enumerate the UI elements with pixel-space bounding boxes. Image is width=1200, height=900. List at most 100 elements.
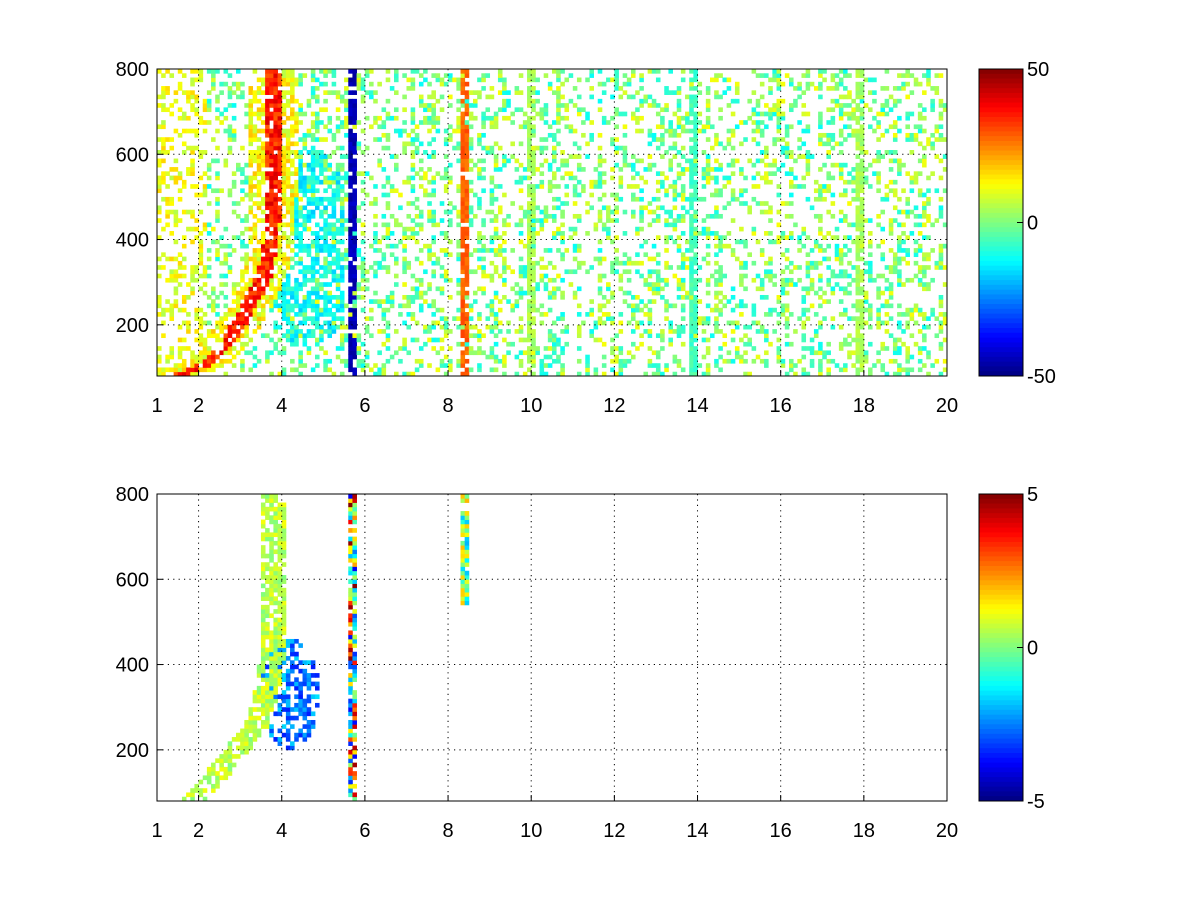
- heatmap-cell: [456, 239, 461, 245]
- heatmap-cell: [464, 341, 470, 347]
- heatmap-cell: [377, 371, 382, 377]
- heatmap-cell: [905, 371, 910, 377]
- heatmap-cell: [269, 188, 274, 194]
- heatmap-cell: [427, 282, 432, 287]
- heatmap-cell: [252, 213, 258, 219]
- heatmap-cell: [352, 158, 357, 164]
- heatmap-cell: [705, 260, 711, 266]
- heatmap-cell: [260, 316, 266, 321]
- heatmap-cell: [905, 324, 910, 330]
- heatmap-cell: [265, 128, 270, 134]
- heatmap-cell: [564, 158, 570, 164]
- heatmap-cell: [888, 188, 894, 194]
- heatmap-cell: [560, 367, 565, 373]
- heatmap-cell: [356, 350, 362, 356]
- heatmap-cell: [485, 248, 491, 253]
- heatmap-cell: [647, 141, 653, 147]
- heatmap-cell: [310, 77, 316, 83]
- heatmap-cell: [240, 316, 245, 321]
- heatmap-cell: [743, 341, 748, 347]
- heatmap-cell: [356, 81, 362, 87]
- heatmap-cell: [647, 222, 653, 228]
- heatmap-cell: [348, 128, 353, 134]
- heatmap-cell: [813, 86, 819, 91]
- heatmap-cell: [784, 341, 790, 347]
- heatmap-cell: [522, 265, 528, 270]
- heatmap-cell: [739, 312, 744, 317]
- heatmap-cell: [331, 273, 337, 279]
- heatmap-cell: [801, 324, 807, 330]
- heatmap-cell: [435, 115, 441, 121]
- heatmap-cell: [427, 363, 432, 368]
- heatmap-cell: [227, 252, 233, 258]
- heatmap-cell: [518, 337, 524, 343]
- heatmap-cell: [859, 312, 865, 317]
- heatmap-cell: [302, 175, 308, 181]
- heatmap-cell: [456, 128, 461, 134]
- heatmap-cell: [236, 312, 241, 317]
- heatmap-cell: [593, 367, 599, 373]
- heatmap-cell: [161, 252, 166, 258]
- heatmap-cell: [335, 316, 341, 321]
- heatmap-cell: [456, 324, 461, 330]
- heatmap-cell: [323, 294, 328, 300]
- heatmap-cell: [531, 77, 536, 83]
- heatmap-cell: [631, 196, 636, 202]
- heatmap-cell: [285, 81, 291, 87]
- heatmap-cell: [689, 231, 694, 236]
- heatmap-cell: [809, 260, 815, 266]
- heatmap-cell: [552, 213, 557, 219]
- heatmap-cell: [402, 231, 407, 236]
- heatmap-cell: [348, 111, 353, 117]
- heatmap-cell: [169, 111, 175, 117]
- heatmap-cell: [913, 307, 919, 313]
- heatmap-cell: [552, 346, 557, 351]
- heatmap-cell: [776, 239, 782, 245]
- heatmap-cell: [285, 201, 291, 206]
- heatmap-cell: [252, 132, 258, 138]
- heatmap-cell: [863, 350, 869, 356]
- heatmap-cell: [689, 248, 694, 253]
- heatmap-cell: [281, 162, 287, 168]
- heatmap-cell: [269, 154, 274, 159]
- heatmap-cell: [410, 162, 416, 168]
- heatmap-cell: [855, 90, 861, 95]
- heatmap-cell: [518, 205, 524, 211]
- heatmap-cell: [265, 256, 270, 262]
- heatmap-cell: [460, 286, 466, 292]
- heatmap-cell: [859, 303, 865, 309]
- heatmap-cell: [917, 358, 923, 364]
- heatmap-cell: [755, 354, 761, 360]
- heatmap-cell: [830, 77, 836, 83]
- heatmap-cell: [922, 312, 927, 317]
- heatmap-cell: [552, 286, 557, 292]
- heatmap-cell: [693, 98, 698, 104]
- heatmap-cell: [327, 294, 333, 300]
- heatmap-cell: [547, 277, 553, 283]
- heatmap-cell: [855, 277, 861, 283]
- heatmap-cell: [672, 354, 678, 360]
- heatmap-cell: [290, 286, 295, 292]
- heatmap-cell: [414, 171, 420, 176]
- heatmap-cell: [705, 371, 711, 377]
- heatmap-cell: [714, 363, 719, 368]
- heatmap-cell: [855, 184, 861, 189]
- heatmap-cell: [298, 175, 303, 181]
- heatmap-cell: [693, 358, 698, 364]
- heatmap-cell: [385, 201, 391, 206]
- heatmap-cell: [273, 303, 278, 309]
- heatmap-cell: [161, 367, 166, 373]
- heatmap-cell: [726, 179, 732, 185]
- heatmap-cell: [335, 252, 341, 258]
- heatmap-cell: [394, 69, 399, 74]
- heatmap-cell: [485, 145, 491, 151]
- heatmap-cell: [922, 273, 927, 279]
- heatmap-cell: [884, 128, 890, 134]
- heatmap-cell: [435, 337, 441, 343]
- heatmap-cell: [265, 358, 270, 364]
- heatmap-cell: [231, 324, 237, 330]
- heatmap-cell: [385, 299, 391, 304]
- heatmap-cell: [868, 324, 873, 330]
- heatmap-cell: [211, 329, 216, 334]
- heatmap-cell: [651, 162, 657, 168]
